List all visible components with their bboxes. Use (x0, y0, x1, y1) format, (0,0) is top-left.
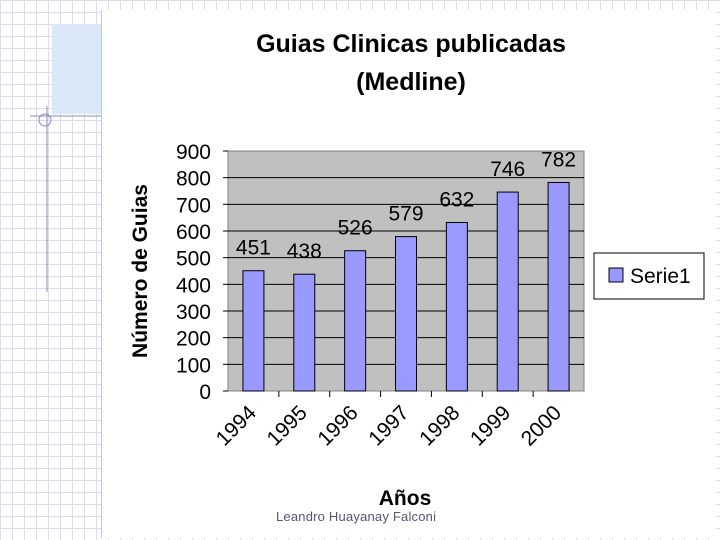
x-tick-label: 2000 (517, 401, 566, 450)
y-tick-label: 400 (176, 274, 211, 297)
x-tick-label: 1997 (364, 401, 413, 450)
y-axis-ticks: 0 100 200 300 400 500 600 700 800 900 (176, 141, 228, 404)
bar (293, 273, 316, 392)
x-tick-label: 1994 (212, 401, 262, 451)
slide-blue-block (52, 24, 102, 114)
chart-title-line-2: (Medline) (356, 68, 466, 96)
data-label: 451 (236, 237, 271, 260)
y-tick-label: 600 (176, 221, 211, 244)
bar (242, 270, 265, 392)
data-label: 438 (287, 240, 322, 263)
legend-label: Serie1 (630, 265, 691, 288)
data-label: 632 (439, 188, 474, 211)
y-tick-label: 100 (176, 354, 211, 377)
data-label: 526 (338, 217, 373, 240)
y-tick-label: 500 (176, 248, 211, 271)
data-label: 746 (490, 158, 525, 181)
x-tick-label: 1999 (466, 401, 515, 450)
bar (547, 181, 570, 392)
data-label: 782 (541, 148, 576, 171)
y-axis-title: Número de Guias (129, 184, 152, 358)
bar (395, 236, 417, 392)
legend-swatch (608, 267, 624, 283)
bar (496, 191, 519, 392)
footer-credit: Leandro Huayanay Falconi (276, 509, 437, 524)
y-tick-label: 0 (199, 381, 211, 404)
x-tick-label: 1995 (263, 401, 312, 450)
y-tick-label: 300 (176, 301, 211, 324)
data-labels: 451 438 526 579 632 746 782 (236, 148, 576, 263)
chart-title-line-1: Guias Clinicas publicadas (256, 30, 566, 58)
legend: Serie1 (593, 252, 705, 300)
data-label: 579 (388, 203, 423, 226)
x-tick-label: 1996 (313, 401, 362, 450)
bar (445, 221, 468, 392)
x-axis-ticks: 1994 1995 1996 1997 1998 1999 2000 (212, 391, 566, 451)
y-tick-label: 800 (176, 168, 211, 191)
y-tick-label: 900 (176, 141, 211, 164)
x-axis-title: Años (379, 487, 432, 510)
bar-chart: Guias Clinicas publicadas (Medline) 0 100… (129, 30, 705, 510)
chart-panel: Guias Clinicas publicadas (Medline) 0 100… (101, 10, 716, 538)
x-tick-label: 1998 (415, 401, 464, 450)
slide-crosshair-circle (38, 113, 52, 127)
bars (242, 181, 570, 392)
y-tick-label: 200 (176, 328, 211, 351)
y-tick-label: 700 (176, 194, 211, 217)
bar (344, 250, 367, 392)
